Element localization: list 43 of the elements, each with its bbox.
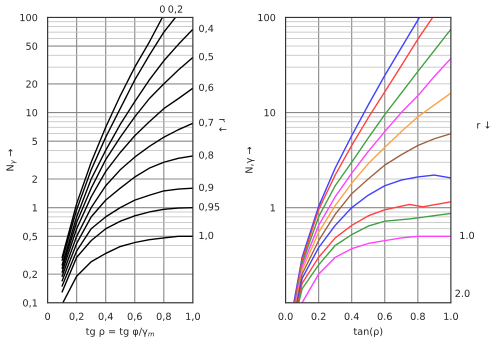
y-tick-label: 0,5 xyxy=(23,232,38,242)
x-tick-label: 0.8 xyxy=(410,312,425,320)
x-tick-label: 0.2 xyxy=(312,312,326,320)
y-tick-label: 1 xyxy=(270,204,275,212)
series-label: 0,5 xyxy=(199,52,214,62)
y-tick-label: 100 xyxy=(258,14,276,22)
x-tick-label: 0,4 xyxy=(98,312,113,321)
text: 2.0 xyxy=(455,290,470,298)
series-label: 0,95 xyxy=(199,203,220,212)
text: r ↓ xyxy=(477,121,490,129)
y-tick-label: 0,2 xyxy=(23,270,37,279)
x-tick-label: 0,2 xyxy=(70,312,84,321)
series-label: 0,9 xyxy=(199,184,214,192)
x-tick-label: 0.4 xyxy=(344,312,359,320)
series-label: 0,4 xyxy=(199,24,214,34)
y-tick-label: 0,1 xyxy=(23,299,37,308)
y-tick-label: 5 xyxy=(32,138,38,145)
y-tick-label: 20 xyxy=(26,80,38,88)
series-label: 0,8 xyxy=(199,151,214,160)
x-tick-label: 0,6 xyxy=(128,312,142,321)
y-tick-label: 1 xyxy=(32,204,37,212)
x-tick-label: 1,0 xyxy=(186,312,200,321)
series-label: 0 xyxy=(160,5,165,13)
y-tick-label: 2 xyxy=(32,175,37,183)
series-label: 0,7 xyxy=(199,118,214,128)
x-axis-title: tg ρ = tg φ/γ$_{m}$ xyxy=(86,328,154,337)
x-tick-label: 0.6 xyxy=(378,312,392,320)
y-tick-label: 50 xyxy=(26,42,38,50)
x-tick-label: 0,8 xyxy=(156,312,171,321)
x-tick-label: 0 xyxy=(45,312,50,320)
annotation: 1.0 xyxy=(460,232,474,240)
y-tick-label: 100 xyxy=(20,14,38,22)
series-label: 0,2 xyxy=(168,5,182,14)
x-tick-label: 1.0 xyxy=(444,312,458,320)
y-axis-title: N,γ → xyxy=(245,146,255,173)
text: r ↓ xyxy=(219,119,226,132)
x-tick-label: 0.0 xyxy=(278,312,293,320)
series-label: 1,0 xyxy=(200,232,214,240)
y-tick-label: 10 xyxy=(26,109,38,116)
x-axis-title: tan(ρ) xyxy=(354,327,382,337)
series-label: 0,6 xyxy=(199,84,214,92)
y-tick-label: 10 xyxy=(264,109,276,116)
y-axis-title: N$_{γ}$ → xyxy=(6,149,17,171)
